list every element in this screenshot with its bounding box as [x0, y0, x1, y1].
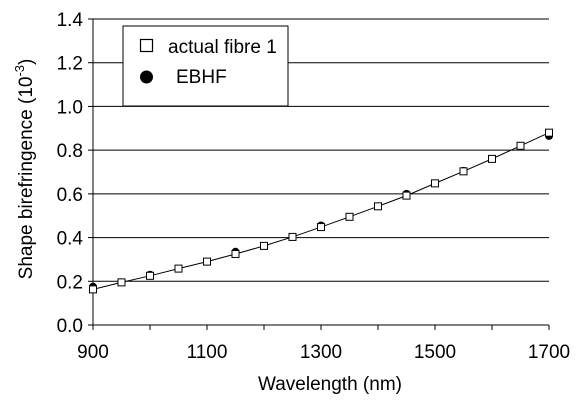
- actual-fibre-1-point: [431, 179, 439, 188]
- x-tick-label: 1700: [528, 342, 570, 363]
- actual-fibre-1-point: [374, 202, 382, 211]
- actual-fibre-1-point: [402, 191, 411, 200]
- actual-fibre-1-point: [459, 167, 468, 176]
- actual-fibre-1-point: [288, 232, 297, 241]
- y-tick-label: 0.8: [57, 141, 83, 162]
- plot-area: [89, 128, 553, 294]
- axes: [88, 18, 550, 330]
- legend-label-actual-fibre-1: actual fibre 1: [168, 37, 277, 58]
- tick-labels: 0.0 0.2 0.4 0.6 0.8 1.0 1.2 1.4 900 1100 1300 1500 1…: [57, 10, 571, 363]
- actual-fibre-1-point: [317, 223, 325, 232]
- legend: actual fibre 1 EBHF: [122, 25, 289, 107]
- legend-marker-filled-circle: [140, 70, 153, 84]
- actual-fibre-1-point: [231, 249, 240, 258]
- actual-fibre-1-point: [260, 241, 268, 250]
- legend-label-ebhf: EBHF: [176, 67, 227, 88]
- y-tick-label: 1.0: [57, 97, 83, 118]
- actual-fibre-1-point: [89, 285, 97, 294]
- actual-fibre-1-point: [203, 257, 211, 266]
- actual-fibre-1-point: [146, 271, 154, 280]
- y-tick-label: 1.2: [57, 54, 83, 75]
- actual-fibre-1-point: [545, 128, 553, 137]
- x-tick-label: 1100: [187, 342, 228, 363]
- x-axis-title: Wavelength (nm): [258, 374, 402, 395]
- x-tick-label: 1500: [414, 342, 456, 363]
- y-tick-label: 0.0: [57, 316, 83, 337]
- x-tick-label: 1300: [300, 342, 342, 363]
- y-tick-label: 0.6: [57, 185, 83, 206]
- y-tick-label: 0.2: [57, 272, 83, 293]
- legend-marker-open-square: [139, 38, 154, 53]
- x-tick-label: 900: [77, 342, 109, 363]
- y-tick-label: 1.4: [57, 10, 84, 31]
- series-line-actual-fibre-1: [92, 132, 550, 290]
- actual-fibre-1-point: [117, 278, 126, 287]
- actual-fibre-1-point: [516, 141, 525, 150]
- y-axis-title: Shape birefringence (10-3): [12, 59, 37, 280]
- actual-fibre-1-point: [488, 154, 496, 163]
- actual-fibre-1-point: [345, 212, 354, 221]
- actual-fibre-1-point: [174, 264, 183, 273]
- y-tick-label: 0.4: [57, 229, 84, 250]
